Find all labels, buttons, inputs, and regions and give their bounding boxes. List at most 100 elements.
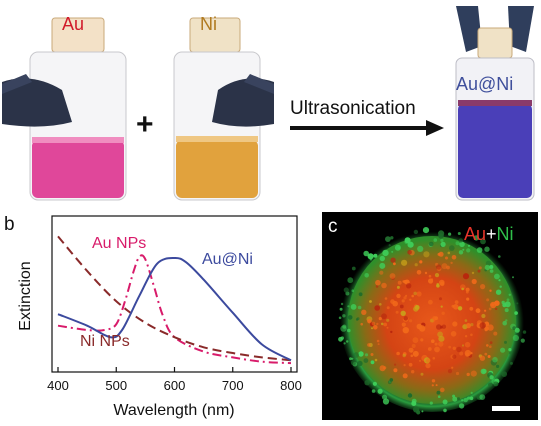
eds-speckle	[434, 342, 438, 346]
eds-speckle	[489, 345, 492, 348]
eds-speckle	[382, 398, 390, 405]
eds-speckle	[439, 297, 442, 301]
eds-speckle	[347, 277, 354, 284]
eds-speckle	[369, 258, 373, 261]
eds-speckle	[375, 279, 381, 286]
eds-speckle	[473, 235, 479, 241]
eds-speckle	[403, 364, 406, 367]
eds-speckle	[466, 372, 470, 377]
eds-speckle	[396, 285, 400, 289]
eds-speckle	[383, 322, 388, 327]
eds-speckle	[504, 340, 507, 344]
eds-speckle	[486, 344, 489, 347]
eds-speckle	[338, 316, 342, 320]
eds-speckle	[347, 305, 350, 308]
eds-speckle	[381, 313, 387, 320]
eds-speckle	[412, 350, 419, 357]
eds-speckle	[390, 257, 396, 263]
eds-speckle	[477, 269, 481, 273]
eds-speckle	[393, 262, 396, 266]
eds-speckle	[486, 298, 490, 302]
eds-speckle	[480, 284, 486, 290]
eds-speckle	[435, 384, 438, 387]
eds-speckle	[408, 362, 413, 367]
eds-speckle	[448, 232, 452, 236]
eds-speckle	[386, 326, 389, 329]
eds-speckle	[361, 309, 367, 315]
eds-speckle	[479, 322, 486, 329]
eds-speckle	[449, 245, 455, 251]
eds-speckle	[340, 336, 344, 340]
eds-speckle	[480, 238, 486, 245]
auni-bottle-label: Au@Ni	[456, 74, 514, 94]
eds-speckle	[460, 284, 466, 290]
eds-speckle	[389, 378, 394, 382]
eds-speckle	[465, 287, 470, 292]
eds-speckle	[443, 408, 447, 413]
eds-speckle	[509, 361, 513, 365]
eds-speckle	[392, 300, 398, 307]
eds-speckle	[403, 316, 408, 321]
eds-speckle	[450, 261, 453, 265]
eds-speckle	[373, 325, 378, 330]
eds-speckle	[351, 357, 354, 360]
eds-speckle	[407, 250, 412, 255]
eds-speckle	[484, 309, 487, 312]
eds-speckle	[471, 278, 477, 285]
eds-speckle	[434, 273, 440, 278]
eds-speckle	[402, 327, 409, 334]
eds-speckle	[420, 338, 424, 342]
eds-speckle	[421, 410, 424, 413]
eds-speckle	[374, 358, 378, 362]
eds-speckle	[339, 307, 343, 311]
eds-speckle	[498, 279, 501, 282]
eds-speckle	[369, 300, 372, 303]
eds-speckle	[498, 255, 501, 258]
legend-plus: +	[486, 224, 497, 244]
eds-speckle	[356, 317, 360, 321]
eds-speckle	[428, 299, 433, 305]
eds-speckle	[377, 388, 383, 394]
eds-speckle	[452, 396, 458, 402]
eds-speckle	[502, 320, 507, 326]
eds-speckle	[489, 375, 494, 380]
annotation-ni-nps: Ni NPs	[80, 333, 130, 350]
eds-speckle	[402, 353, 406, 358]
eds-speckle	[512, 276, 514, 279]
eds-speckle	[367, 253, 374, 260]
plus-sign: +	[136, 108, 154, 141]
eds-speckle	[514, 327, 520, 333]
eds-speckle	[489, 265, 494, 269]
eds-speckle	[364, 353, 369, 357]
eds-speckle	[434, 346, 440, 353]
eds-speckle	[440, 387, 445, 393]
eds-speckle	[346, 340, 349, 343]
x-ticks: 400 500 600 700 800	[47, 367, 302, 393]
eds-speckle	[465, 352, 470, 357]
x-tick-label: 500	[105, 378, 127, 393]
eds-speckle	[484, 328, 488, 332]
eds-speckle	[494, 273, 500, 280]
eds-speckle	[425, 363, 431, 369]
legend-au: Au	[464, 224, 487, 244]
legend-ni: Ni	[496, 224, 514, 244]
eds-speckle	[393, 368, 398, 373]
y-axis-label: Extinction	[17, 261, 34, 330]
eds-speckle	[340, 302, 344, 306]
x-tick-label: 400	[47, 378, 69, 393]
eds-speckle	[411, 401, 417, 406]
series-line-ni-nps	[57, 235, 292, 362]
eds-speckle	[464, 319, 468, 322]
eds-speckle	[364, 380, 370, 386]
reaction-arrow-icon	[290, 120, 444, 136]
eds-speckle	[351, 266, 356, 271]
eds-speckle	[461, 344, 465, 347]
eds-speckle	[494, 307, 498, 311]
annotation-auni: Au@Ni	[202, 251, 253, 268]
panel-c-letter: c	[328, 216, 338, 237]
eds-speckle	[479, 355, 486, 361]
eds-speckle	[458, 250, 464, 255]
eds-speckle	[495, 289, 502, 295]
eds-speckle	[470, 323, 474, 327]
eds-speckle	[370, 353, 374, 356]
